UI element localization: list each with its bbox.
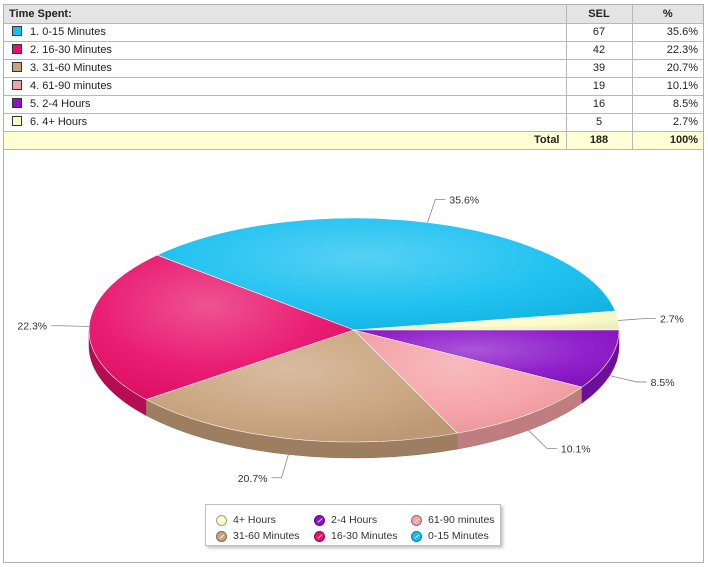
legend-marker-icon <box>216 514 227 526</box>
row-percent: 8.5% <box>631 94 703 114</box>
pie-chart: 2.7% 35.6% 22.3% 20.7% 10.1% 8.5% <box>17 194 684 484</box>
row-label: 5. 2-4 Hours <box>30 98 91 110</box>
pie-data-label: 8.5% <box>651 377 675 389</box>
pie-data-label: 22.3% <box>17 321 47 333</box>
row-sel: 16 <box>565 94 633 114</box>
table-row: 3. 31-60 Minutes 39 20.7% <box>4 58 703 78</box>
table-row: 6. 4+ Hours 5 2.7% <box>4 112 703 132</box>
legend-item: 0-15 Minutes <box>411 528 489 544</box>
row-label-cell: 3. 31-60 Minutes <box>4 58 567 78</box>
legend-marker-icon <box>411 530 422 542</box>
data-table: Time Spent: SEL % 1. 0-15 Minutes 67 35.6%… <box>4 5 703 150</box>
total-sel: 188 <box>565 130 633 150</box>
row-percent: 22.3% <box>631 40 703 60</box>
row-label-cell: 1. 0-15 Minutes <box>4 22 567 42</box>
label-leader-line <box>51 325 90 327</box>
row-label: 3. 31-60 Minutes <box>30 62 112 74</box>
row-sel: 67 <box>565 22 633 42</box>
table-header-row: Time Spent: SEL % <box>4 5 703 24</box>
row-percent: 20.7% <box>631 58 703 78</box>
row-percent: 10.1% <box>631 76 703 96</box>
legend-item: 61-90 minutes <box>411 512 495 528</box>
color-swatch-icon <box>12 98 22 108</box>
row-percent: 35.6% <box>631 22 703 42</box>
pie-data-label: 20.7% <box>238 473 268 485</box>
pie-slices <box>88 217 620 443</box>
legend-label: 31-60 Minutes <box>233 530 300 542</box>
row-label-cell: 6. 4+ Hours <box>4 112 567 132</box>
header-sel: SEL <box>565 5 633 24</box>
row-sel: 42 <box>565 40 633 60</box>
label-leader-line <box>271 454 289 479</box>
legend-label: 2-4 Hours <box>331 514 378 526</box>
table-row: 2. 16-30 Minutes 42 22.3% <box>4 40 703 60</box>
row-label: 2. 16-30 Minutes <box>30 44 112 56</box>
legend-item: 4+ Hours <box>216 512 276 528</box>
pie-data-labels: 2.7% 35.6% 22.3% 20.7% 10.1% 8.5% <box>17 194 684 484</box>
table-row: 5. 2-4 Hours 16 8.5% <box>4 94 703 114</box>
pie-data-label: 35.6% <box>449 194 479 206</box>
table-body: 1. 0-15 Minutes 67 35.6% 2. 16-30 Minutes 42… <box>4 22 703 132</box>
legend-label: 4+ Hours <box>233 514 276 526</box>
table-row: 1. 0-15 Minutes 67 35.6% <box>4 22 703 42</box>
total-label: Total <box>4 130 567 150</box>
header-percent: % <box>631 5 703 24</box>
total-percent: 100% <box>631 130 703 150</box>
pie-data-label: 2.7% <box>660 313 684 325</box>
row-percent: 2.7% <box>631 112 703 132</box>
legend-marker-icon <box>314 530 325 542</box>
row-label: 6. 4+ Hours <box>30 116 88 128</box>
legend-item: 16-30 Minutes <box>314 528 398 544</box>
legend-item: 2-4 Hours <box>314 512 377 528</box>
label-leader-line <box>427 198 446 223</box>
table-row: 4. 61-90 minutes 19 10.1% <box>4 76 703 96</box>
color-swatch-icon <box>12 80 22 90</box>
legend-label: 0-15 Minutes <box>428 530 489 542</box>
row-label-cell: 4. 61-90 minutes <box>4 76 567 96</box>
color-swatch-icon <box>12 44 22 54</box>
row-label-cell: 2. 16-30 Minutes <box>4 40 567 60</box>
pie-data-label: 10.1% <box>561 443 591 455</box>
legend-marker-icon <box>314 514 325 526</box>
row-label: 4. 61-90 minutes <box>30 80 112 92</box>
legend-marker-icon <box>411 514 422 526</box>
legend-item: 31-60 Minutes <box>216 528 300 544</box>
label-leader-line <box>609 375 647 383</box>
header-time-spent: Time Spent: <box>4 5 567 24</box>
row-sel: 39 <box>565 58 633 78</box>
legend-marker-icon <box>216 530 227 542</box>
row-sel: 5 <box>565 112 633 132</box>
color-swatch-icon <box>12 116 22 126</box>
chart-panel: Time Spent: SEL % 1. 0-15 Minutes 67 35.6%… <box>3 4 704 563</box>
legend-label: 61-90 minutes <box>428 514 495 526</box>
chart-legend: 4+ Hours 2-4 Hours 61-90 minutes 31-60 Minu… <box>205 504 501 546</box>
total-row: Total 188 100% <box>4 130 703 150</box>
color-swatch-icon <box>12 62 22 72</box>
color-swatch-icon <box>12 26 22 36</box>
label-leader-line <box>528 430 557 449</box>
row-sel: 19 <box>565 76 633 96</box>
row-label-cell: 5. 2-4 Hours <box>4 94 567 114</box>
legend-label: 16-30 Minutes <box>331 530 398 542</box>
label-leader-line <box>618 318 656 321</box>
row-label: 1. 0-15 Minutes <box>30 26 106 38</box>
